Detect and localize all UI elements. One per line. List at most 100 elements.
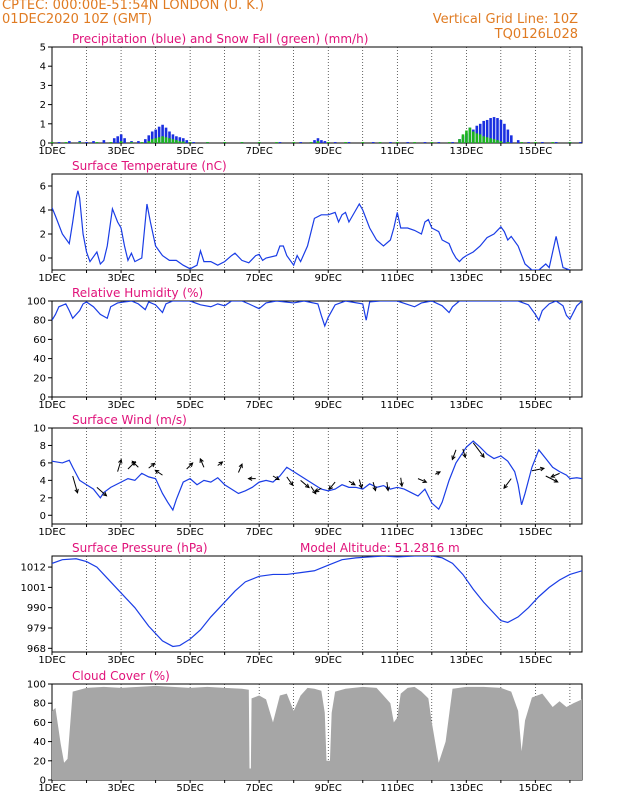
precip-bar <box>175 136 178 143</box>
wind-arrowhead <box>553 478 559 483</box>
snow-bar <box>171 139 175 143</box>
wind-arrowhead <box>274 475 280 481</box>
x-tick-label: 1DEC <box>38 146 65 157</box>
x-tick-label: 11DEC <box>380 273 414 284</box>
panel-precip <box>48 46 583 146</box>
panel-wind <box>48 427 583 527</box>
precip-bar <box>313 140 316 143</box>
wind-arrowhead <box>539 466 546 472</box>
y-tick-label: 1001 <box>21 583 46 594</box>
x-tick-label: 9DEC <box>315 783 342 794</box>
x-tick-label: 3DEC <box>107 400 134 411</box>
wind-arrowhead <box>289 481 294 487</box>
wind-vector <box>372 481 376 491</box>
y-tick-label: 0 <box>40 393 46 404</box>
y-tick-label: 60 <box>33 335 46 346</box>
precip-bar <box>489 118 492 143</box>
precip-bar <box>144 139 147 143</box>
wind-vector <box>315 487 322 493</box>
snow-bar <box>496 140 499 143</box>
wind-arrowhead <box>247 476 253 481</box>
y-tick-label: 8 <box>40 441 46 452</box>
wind-vector <box>328 481 336 490</box>
precip-bar <box>437 142 441 143</box>
y-tick-label: 0 <box>40 254 46 265</box>
snow-bar <box>316 141 320 143</box>
snow-bar <box>168 138 171 143</box>
x-tick-label: 5DEC <box>176 273 203 284</box>
wind-vector <box>451 449 457 460</box>
x-tick-label: 3DEC <box>107 273 134 284</box>
precip-bar <box>116 136 120 143</box>
snow-bar <box>344 142 347 143</box>
precip-bar <box>150 131 154 143</box>
vertical-grid-note: Vertical Grid Line: 10Z <box>432 12 578 27</box>
snow-bar <box>140 142 144 143</box>
panel-frame <box>51 173 583 271</box>
panel-title: Surface Temperature (nC) <box>72 159 227 173</box>
x-tick-label: 3DEC <box>107 783 134 794</box>
wind-vector <box>462 448 466 458</box>
precip-bar <box>192 142 195 143</box>
precip-bar <box>516 140 520 143</box>
x-tick-label: 5DEC <box>176 527 203 538</box>
x-tick-label: 9DEC <box>315 400 342 411</box>
wind-arrowhead <box>462 453 467 459</box>
precip-bar <box>68 141 71 143</box>
precip-bar <box>579 142 582 143</box>
snow-bar <box>534 142 537 143</box>
snow-bar <box>182 141 185 143</box>
wind-vector <box>155 469 163 476</box>
wind-arrowhead <box>150 462 156 468</box>
snow-bar <box>64 142 68 143</box>
precip-bar <box>423 142 427 143</box>
y-tick-label: 2 <box>40 100 46 111</box>
x-tick-label: 7DEC <box>245 400 272 411</box>
y-tick-label: 5 <box>40 43 46 54</box>
wind-arrowhead <box>328 485 334 491</box>
snow-bar <box>327 142 330 143</box>
y-tick-label: 2 <box>40 230 46 241</box>
wind-vector <box>503 478 512 489</box>
x-tick-label: 13DEC <box>449 400 483 411</box>
y-tick-label: 40 <box>33 354 46 365</box>
panel-rh <box>48 300 583 400</box>
snow-bar <box>154 138 157 143</box>
snow-bar <box>478 134 482 143</box>
x-tick-label: 5DEC <box>176 400 203 411</box>
snow-bar <box>188 142 192 143</box>
snow-bar <box>492 139 496 143</box>
wind-arrowhead <box>503 484 508 490</box>
y-tick-label: 0 <box>40 139 46 150</box>
x-tick-label: 7DEC <box>245 146 272 157</box>
precip-bar <box>554 142 558 143</box>
precip-bar <box>499 119 503 143</box>
snow-bar <box>472 131 475 143</box>
y-tick-label: 40 <box>33 737 46 748</box>
snow-bar <box>95 142 99 143</box>
series-line <box>52 301 582 328</box>
snow-bar <box>506 142 510 143</box>
panel-frame <box>51 427 583 525</box>
x-tick-label: 1DEC <box>38 783 65 794</box>
snow-bar <box>178 141 182 143</box>
x-tick-label: 9DEC <box>315 527 342 538</box>
snow-bar <box>430 142 434 143</box>
snow-bar <box>489 138 492 143</box>
precip-bar <box>478 123 482 143</box>
snow-bar <box>109 142 113 143</box>
y-tick-label: 990 <box>27 603 46 614</box>
x-tick-label: 15DEC <box>519 655 553 666</box>
wind-arrowhead <box>358 483 363 489</box>
wind-vector <box>199 458 205 468</box>
wind-vector <box>531 467 545 472</box>
x-tick-label: 13DEC <box>449 527 483 538</box>
wind-arrowhead <box>350 481 356 486</box>
precip-bar <box>347 142 351 143</box>
wind-arrowhead <box>188 462 194 467</box>
y-tick-label: 80 <box>33 316 46 327</box>
x-tick-label: 1DEC <box>38 655 65 666</box>
x-tick-label: 1DEC <box>38 273 65 284</box>
panel-frame <box>51 46 583 144</box>
panel-title: Surface Wind (m/s) <box>72 413 187 427</box>
